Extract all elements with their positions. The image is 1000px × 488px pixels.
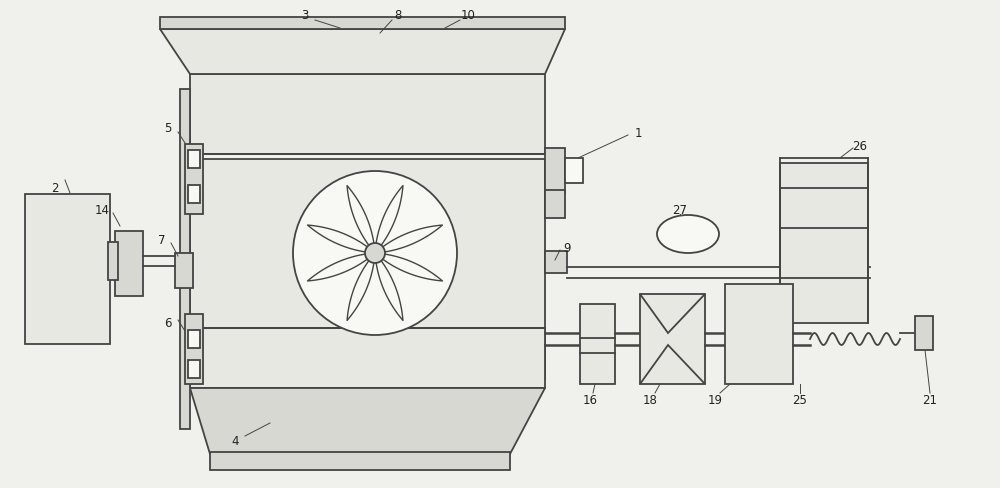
Text: 25: 25 (793, 394, 807, 407)
Bar (190, 75, 545, 155)
Bar (190, 328, 545, 388)
Bar (188, 360, 200, 378)
Bar (185, 145, 203, 215)
Text: 1: 1 (634, 127, 642, 140)
Bar (188, 185, 200, 203)
Bar (190, 160, 545, 379)
Bar (545, 251, 567, 273)
Bar (108, 243, 118, 281)
Text: 14: 14 (95, 204, 110, 217)
Bar (725, 285, 793, 384)
Text: 6: 6 (164, 317, 172, 330)
Text: 21: 21 (922, 394, 938, 407)
Bar (545, 149, 565, 194)
Text: 8: 8 (394, 9, 402, 22)
Bar (115, 231, 143, 296)
Bar (188, 151, 200, 169)
Bar (180, 90, 190, 429)
Text: 5: 5 (164, 122, 172, 135)
Text: 27: 27 (672, 204, 688, 217)
Circle shape (293, 172, 457, 335)
Text: 2: 2 (51, 182, 59, 195)
Text: 4: 4 (231, 435, 239, 447)
Bar (565, 159, 583, 183)
Polygon shape (190, 388, 545, 454)
Bar (580, 305, 615, 384)
Text: 19: 19 (708, 394, 722, 407)
Polygon shape (160, 30, 565, 75)
Bar (640, 294, 705, 384)
Bar (185, 314, 203, 384)
Bar (780, 163, 868, 324)
Bar (210, 452, 510, 470)
Bar (25, 195, 110, 345)
Text: 18: 18 (643, 394, 657, 407)
Text: 9: 9 (563, 242, 571, 255)
Bar (545, 191, 565, 219)
Text: 7: 7 (158, 234, 166, 247)
Bar (915, 316, 933, 350)
Text: 16: 16 (582, 394, 598, 407)
Ellipse shape (657, 216, 719, 253)
Text: 10: 10 (461, 9, 475, 22)
Bar (188, 330, 200, 348)
Bar (175, 253, 193, 288)
Text: 26: 26 (852, 140, 868, 153)
Text: 3: 3 (301, 9, 309, 22)
Circle shape (365, 244, 385, 264)
Bar (160, 18, 565, 30)
